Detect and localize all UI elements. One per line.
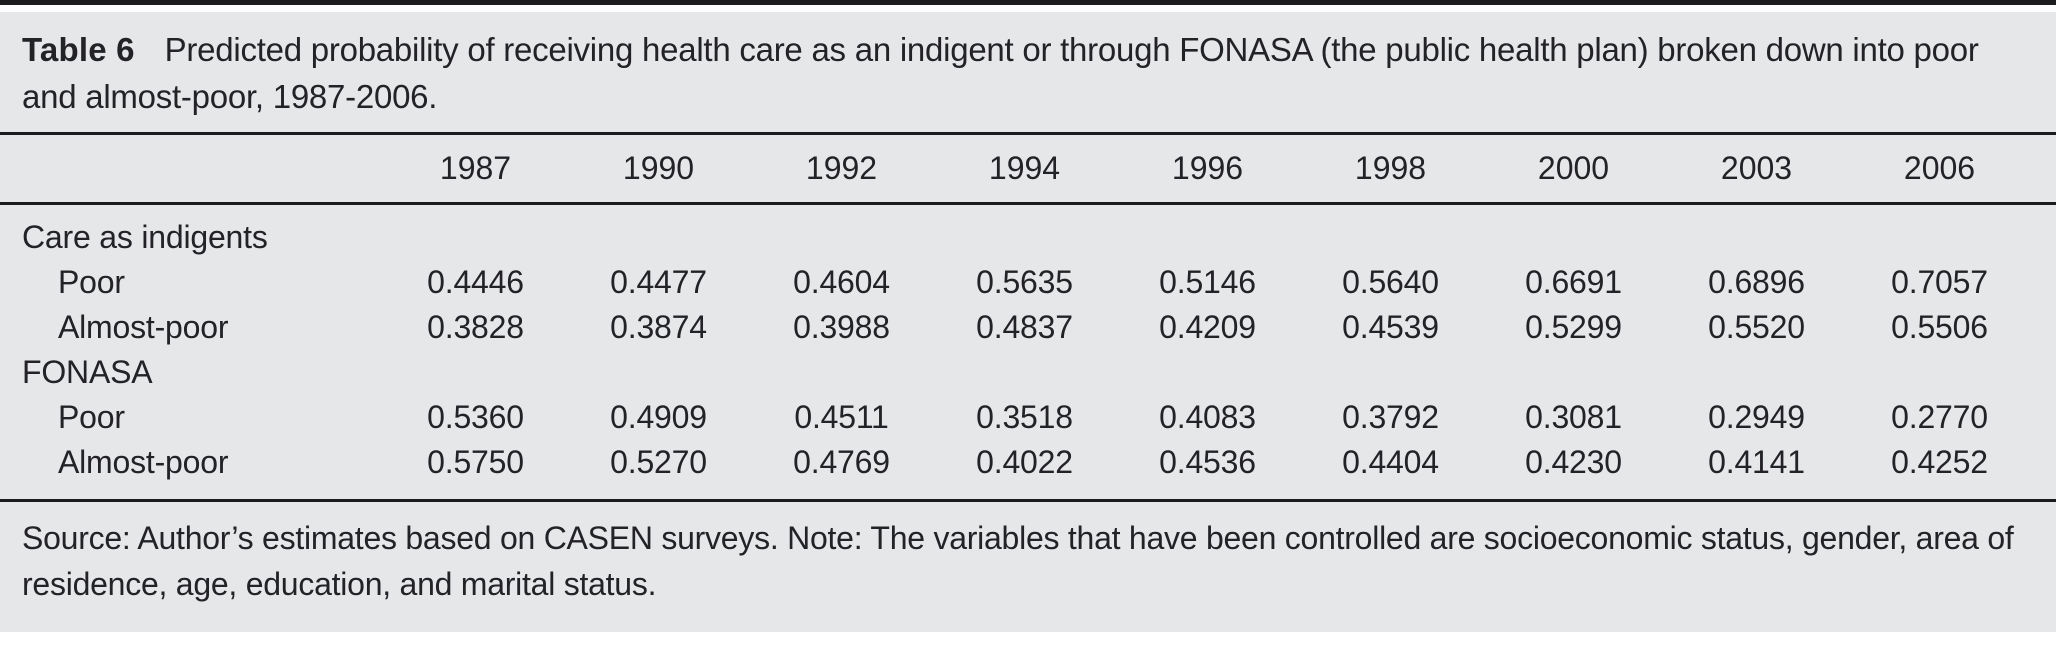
value-cell: 0.4141 <box>1708 444 1805 480</box>
value-cell: 0.3988 <box>793 309 890 345</box>
value-cell: 0.3081 <box>1525 399 1622 435</box>
value-cell: 0.7057 <box>1891 264 1988 300</box>
group-header-row-fonasa: FONASA <box>0 350 2056 395</box>
value-cell: 0.5750 <box>427 444 524 480</box>
table-row-indigents-almost-poor: Almost-poor 0.3828 0.3874 0.3988 0.4837 … <box>0 305 2056 350</box>
value-cell: 0.5506 <box>1891 309 1988 345</box>
header-year-cell: 1998 <box>1354 150 1427 186</box>
table-caption-block: Table 6 Predicted probability of receivin… <box>0 12 2056 135</box>
value-cell: 0.4909 <box>610 399 707 435</box>
value-cell: 0.5299 <box>1525 309 1622 345</box>
table-row-fonasa-poor: Poor 0.5360 0.4909 0.4511 0.3518 0.4083 … <box>0 395 2056 440</box>
value-cell: 0.4083 <box>1159 399 1256 435</box>
table-header-row: 1987 1990 1992 1994 1996 1998 2000 2003 … <box>0 135 2056 205</box>
header-year-cell: 1987 <box>439 150 512 186</box>
row-label: Almost-poor <box>58 309 229 345</box>
header-year-cell: 1990 <box>622 150 695 186</box>
value-cell: 0.3792 <box>1342 399 1439 435</box>
group-header-row-care-as-indigents: Care as indigents <box>0 215 2056 260</box>
table-number-label: Table 6 <box>22 31 135 68</box>
table-footnote: Source: Author’s estimates based on CASE… <box>0 499 2056 607</box>
value-cell: 0.5360 <box>427 399 524 435</box>
header-year-cell: 2006 <box>1903 150 1976 186</box>
value-cell: 0.4446 <box>427 264 524 300</box>
value-cell: 0.4252 <box>1891 444 1988 480</box>
table-row-fonasa-almost-poor: Almost-poor 0.5750 0.5270 0.4769 0.4022 … <box>0 440 2056 485</box>
value-cell: 0.5635 <box>976 264 1073 300</box>
group-label: FONASA <box>22 354 153 390</box>
header-year-cell: 1996 <box>1171 150 1244 186</box>
header-year-cell: 2000 <box>1537 150 1610 186</box>
value-cell: 0.4511 <box>794 399 889 435</box>
value-cell: 0.2770 <box>1891 399 1988 435</box>
value-cell: 0.4837 <box>976 309 1073 345</box>
header-year-cell: 2003 <box>1720 150 1793 186</box>
value-cell: 0.3518 <box>976 399 1073 435</box>
header-year-cell: 1994 <box>988 150 1061 186</box>
row-label: Almost-poor <box>58 444 229 480</box>
value-cell: 0.4477 <box>610 264 707 300</box>
top-rule-divider <box>0 0 2056 5</box>
value-cell: 0.4604 <box>793 264 890 300</box>
value-cell: 0.5640 <box>1342 264 1439 300</box>
header-year-cell: 1992 <box>805 150 878 186</box>
value-cell: 0.4230 <box>1525 444 1622 480</box>
value-cell: 0.6896 <box>1708 264 1805 300</box>
value-cell: 0.4209 <box>1159 309 1256 345</box>
group-label: Care as indigents <box>22 219 268 255</box>
value-cell: 0.4022 <box>976 444 1073 480</box>
value-cell: 0.5520 <box>1708 309 1805 345</box>
value-cell: 0.3874 <box>610 309 707 345</box>
value-cell: 0.4404 <box>1342 444 1439 480</box>
value-cell: 0.2949 <box>1708 399 1805 435</box>
value-cell: 0.3828 <box>427 309 524 345</box>
value-cell: 0.6691 <box>1525 264 1622 300</box>
table-body: Care as indigents Poor 0.4446 0.4477 0.4… <box>0 205 2056 499</box>
table-row-indigents-poor: Poor 0.4446 0.4477 0.4604 0.5635 0.5146 … <box>0 260 2056 305</box>
row-label: Poor <box>58 264 125 300</box>
value-cell: 0.5146 <box>1159 264 1256 300</box>
value-cell: 0.4769 <box>793 444 890 480</box>
table-panel: Table 6 Predicted probability of receivin… <box>0 12 2056 632</box>
value-cell: 0.5270 <box>610 444 707 480</box>
row-label: Poor <box>58 399 125 435</box>
value-cell: 0.4536 <box>1159 444 1256 480</box>
value-cell: 0.4539 <box>1342 309 1439 345</box>
table-caption-text: Predicted probability of receiving healt… <box>22 31 1979 115</box>
